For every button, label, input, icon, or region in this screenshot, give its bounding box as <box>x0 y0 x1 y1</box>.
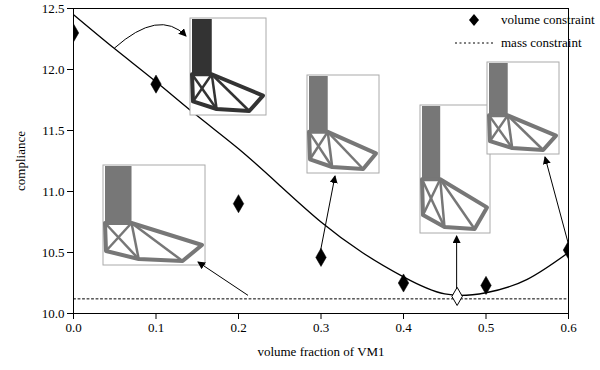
svg-text:0.6: 0.6 <box>560 320 577 335</box>
svg-text:10.0: 10.0 <box>42 306 65 321</box>
svg-text:0.4: 0.4 <box>395 320 412 335</box>
svg-text:0.1: 0.1 <box>148 320 164 335</box>
svg-text:10.5: 10.5 <box>42 245 65 260</box>
svg-text:mass constraint: mass constraint <box>501 35 582 50</box>
svg-text:12.0: 12.0 <box>42 62 65 77</box>
svg-text:0.5: 0.5 <box>478 320 494 335</box>
svg-text:11.0: 11.0 <box>42 184 64 199</box>
svg-text:12.5: 12.5 <box>42 1 65 16</box>
svg-text:volume constraint: volume constraint <box>501 12 595 27</box>
svg-text:11.5: 11.5 <box>42 123 64 138</box>
svg-text:0.3: 0.3 <box>313 320 329 335</box>
svg-text:0.0: 0.0 <box>65 320 81 335</box>
svg-text:volume fraction of VM1: volume fraction of VM1 <box>257 344 384 359</box>
svg-text:compliance: compliance <box>13 131 28 191</box>
svg-text:0.2: 0.2 <box>230 320 246 335</box>
